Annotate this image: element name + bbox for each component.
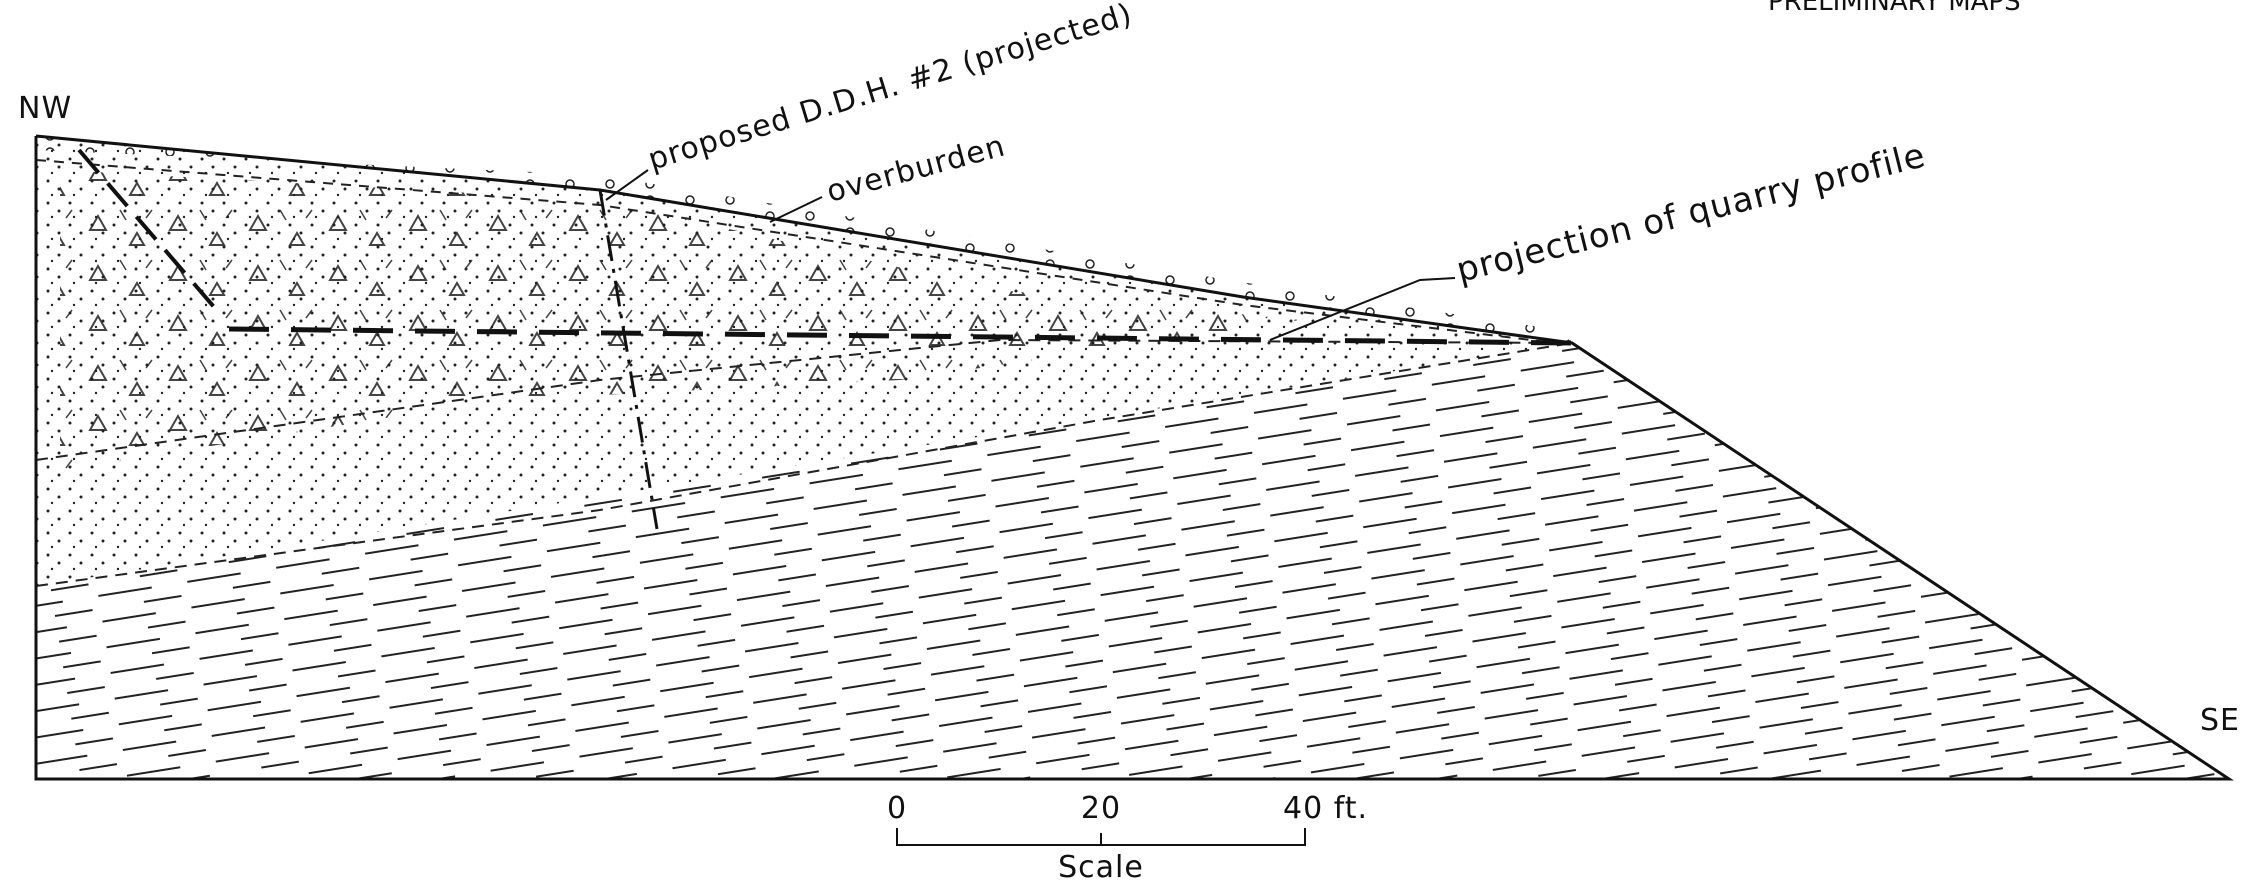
leader [769, 196, 823, 223]
breccia-zone [60, 170, 1300, 470]
scale-label: 40 ft. [1283, 791, 1368, 826]
nw-label: NW [18, 91, 72, 126]
header-title: PRELIMINARY MAPS [1768, 0, 2021, 17]
overburden-label: overburden [823, 128, 1009, 209]
drill-hole [598, 189, 659, 530]
fault [77, 148, 216, 309]
scale-label: 0 [887, 791, 907, 826]
leader [1269, 277, 1456, 341]
overburden-layer [36, 136, 1572, 343]
contact-line [35, 342, 1573, 587]
drill-hole-label: proposed D.D.H. #2 (projected) [644, 0, 1137, 178]
quarry-projection [228, 326, 1573, 346]
overburden-base [35, 159, 1573, 346]
se-label: SE [2200, 703, 2240, 738]
scale-title: Scale [1058, 850, 1144, 884]
shale-unit [36, 343, 2229, 779]
leader [605, 169, 649, 201]
contact-line [35, 338, 1573, 461]
scale-label: 20 [1081, 791, 1121, 826]
quarry-label: projection of quarry profile [1453, 135, 1930, 290]
